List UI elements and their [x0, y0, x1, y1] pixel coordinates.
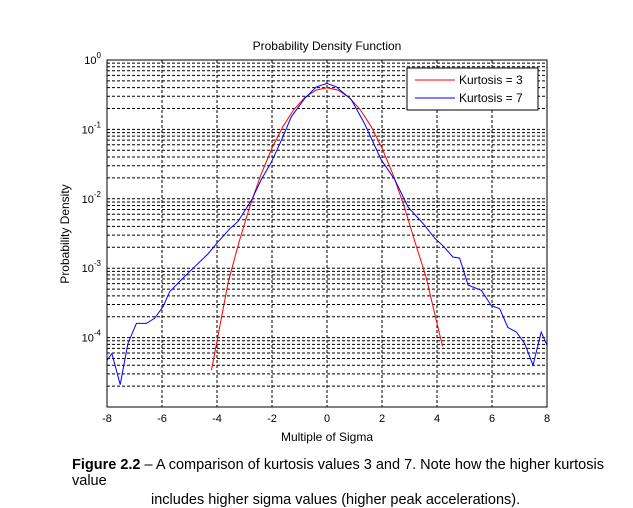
series-line-kurtosis-7: [106, 82, 548, 385]
caption-line-1: Figure 2.2 – A comparison of kurtosis va…: [0, 457, 633, 489]
y-axis-label: Probability Density: [58, 184, 72, 283]
plot-frame: [106, 59, 548, 408]
x-tick-label: 4: [434, 413, 440, 425]
caption-label: Figure 2.2: [72, 457, 141, 473]
grid: [107, 60, 547, 407]
y-tick-label: 10-2: [82, 190, 102, 206]
y-tick-label: 10-1: [82, 120, 102, 136]
x-tick-label: -8: [102, 413, 112, 425]
x-tick-label: -4: [212, 413, 222, 425]
x-tick-labels: -8 -6 -4 -2 0 2 4 6 8: [102, 413, 550, 425]
legend-box: [406, 67, 539, 111]
series-lines: [106, 82, 548, 385]
x-tick-label: 6: [489, 413, 495, 425]
legend: Kurtosis = 3 Kurtosis = 7: [406, 67, 539, 111]
chart-title: Probability Density Function: [253, 39, 402, 53]
y-tick-label: 100: [84, 51, 101, 67]
x-tick-label: 0: [324, 413, 330, 425]
figure-caption: Figure 2.2 – A comparison of kurtosis va…: [0, 457, 633, 508]
y-tick-labels: 100 10-1 10-2 10-3 10-4: [82, 51, 102, 345]
caption-text-2: includes higher sigma values (higher pea…: [151, 492, 521, 508]
y-tick-label: 10-4: [82, 329, 102, 345]
y-tick-label: 10-3: [82, 259, 102, 275]
legend-label-kurtosis-3: Kurtosis = 3: [459, 73, 523, 87]
x-tick-label: 2: [379, 413, 385, 425]
x-tick-label: -6: [157, 413, 167, 425]
x-tick-label: 8: [544, 413, 550, 425]
legend-label-kurtosis-7: Kurtosis = 7: [459, 91, 523, 105]
x-tick-label: -2: [267, 413, 277, 425]
x-axis-label: Multiple of Sigma: [281, 430, 373, 444]
caption-text-1: – A comparison of kurtosis values 3 and …: [72, 457, 604, 489]
series-line-kurtosis-3: [211, 87, 443, 371]
